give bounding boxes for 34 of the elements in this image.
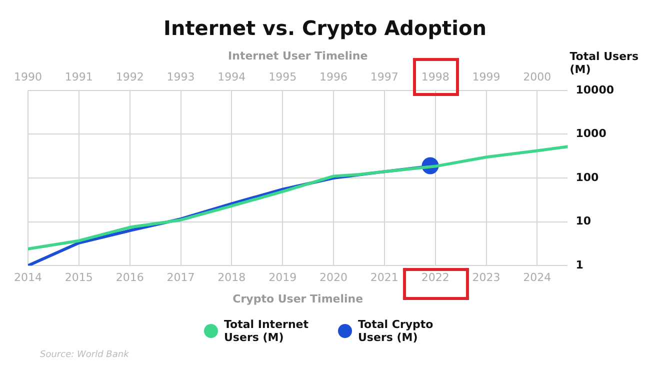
legend-label: Total Internet Users (M) [224, 318, 310, 344]
y-tick-label: 1 [576, 258, 584, 272]
x-tick-label: 2017 [166, 271, 195, 284]
x2-tick-label: 1995 [268, 70, 297, 84]
chart-title: Internet vs. Crypto Adoption [164, 16, 486, 40]
x2-tick-label: 1998 [421, 70, 450, 84]
y-tick-label: 100 [576, 170, 600, 184]
x2-tick-label: 1993 [166, 70, 195, 84]
x-axis-title: Crypto User Timeline [232, 292, 364, 306]
x-tick-label: 2021 [370, 271, 398, 284]
x-tick-label: 2016 [116, 271, 144, 284]
y-tick-label: 10 [576, 214, 592, 228]
x2-tick-label: 1992 [116, 70, 144, 84]
x-tick-label: 2024 [523, 271, 552, 284]
x-tick-label: 2023 [472, 271, 500, 284]
x2-tick-label: 1990 [14, 70, 42, 84]
x2-tick-label: 1997 [370, 70, 398, 84]
x-tick-label: 2019 [268, 271, 297, 284]
x-tick-label: 2022 [421, 271, 450, 284]
x2-tick-label: 1996 [320, 70, 348, 84]
source-note: Source: World Bank [40, 350, 130, 360]
x2-tick-label: 2000 [523, 70, 552, 84]
y-axis-title: Total Users (M) [570, 50, 639, 76]
x-tick-label: 2020 [320, 271, 348, 284]
x-tick-label: 2014 [14, 271, 42, 284]
x2-axis-title: Internet User Timeline [228, 49, 368, 62]
y-tick-label: 1000 [576, 127, 607, 140]
x2-tick-label: 1994 [218, 70, 246, 84]
y-tick-label: 10000 [576, 83, 614, 96]
x2-tick-label: 1999 [472, 70, 500, 84]
x-tick-label: 2015 [64, 271, 93, 284]
x-tick-label: 2018 [218, 271, 246, 284]
legend-label: Total Crypto Users (M) [358, 318, 434, 344]
x2-tick-label: 1991 [64, 70, 93, 84]
